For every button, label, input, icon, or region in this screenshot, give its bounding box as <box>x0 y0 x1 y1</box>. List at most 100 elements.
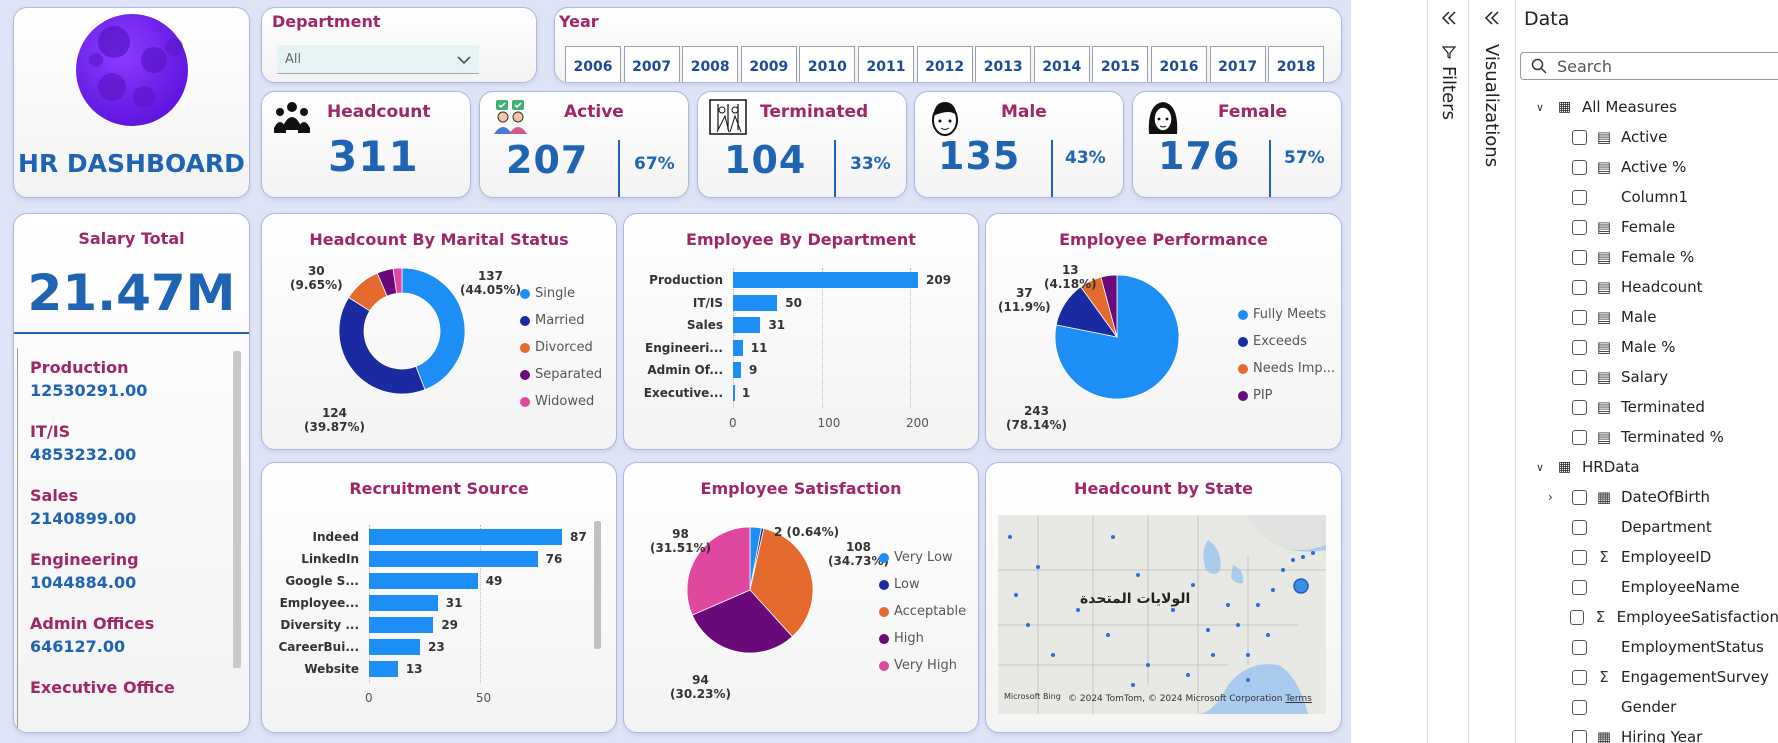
filters-label[interactable]: Filters <box>1438 66 1459 120</box>
recruitment-bar[interactable] <box>369 661 398 677</box>
visualizations-label[interactable]: Visualizations <box>1481 44 1502 168</box>
collapse-visualizations-icon[interactable] <box>1483 10 1501 26</box>
marital-legend-item[interactable]: Married <box>520 313 585 328</box>
recruitment-bar[interactable] <box>369 595 438 611</box>
marital-legend-item[interactable]: Separated <box>520 367 602 382</box>
satisfaction-legend-item[interactable]: Very Low <box>879 550 953 565</box>
table-header-hrdata[interactable]: ∨ ▦ HRData <box>1516 452 1778 482</box>
field-item[interactable]: EmployeeName <box>1516 572 1778 602</box>
year-button-2017[interactable]: 2017 <box>1209 46 1266 82</box>
field-item[interactable]: ▤ Salary <box>1516 362 1778 392</box>
performance-legend-item[interactable]: Needs Imp... <box>1238 361 1335 376</box>
chevron-down-icon[interactable]: ∨ <box>1536 460 1545 474</box>
field-item[interactable]: Column1 <box>1516 182 1778 212</box>
year-button-2016[interactable]: 2016 <box>1151 46 1207 82</box>
field-checkbox[interactable] <box>1572 369 1587 385</box>
field-item[interactable]: ▤ Active % <box>1516 152 1778 182</box>
field-item[interactable]: ▤ Female <box>1516 212 1778 242</box>
recruitment-bar[interactable] <box>369 551 538 567</box>
field-item[interactable]: ▤ Male <box>1516 302 1778 332</box>
salary-scrollbar[interactable] <box>233 351 241 668</box>
department-bar[interactable] <box>733 339 743 356</box>
year-button-2015[interactable]: 2015 <box>1092 46 1149 82</box>
map-terms-link[interactable]: Terms <box>1285 694 1312 704</box>
field-checkbox[interactable] <box>1572 669 1587 685</box>
field-item[interactable]: ▤ Terminated <box>1516 392 1778 422</box>
performance-pie-chart[interactable] <box>986 214 1342 450</box>
year-button-2009[interactable]: 2009 <box>740 46 797 82</box>
field-checkbox[interactable] <box>1572 639 1587 655</box>
field-checkbox[interactable] <box>1570 609 1585 625</box>
field-item[interactable]: Σ EngagementSurvey <box>1516 662 1778 692</box>
field-checkbox[interactable] <box>1572 249 1587 265</box>
department-dropdown[interactable]: All <box>277 45 479 74</box>
field-item[interactable]: ▤ Headcount <box>1516 272 1778 302</box>
collapse-filters-icon[interactable] <box>1440 10 1458 26</box>
department-bar[interactable] <box>733 294 778 311</box>
field-item[interactable]: › ▦ DateOfBirth <box>1516 482 1778 512</box>
field-checkbox[interactable] <box>1572 489 1587 505</box>
field-item[interactable]: ▤ Active <box>1516 122 1778 152</box>
year-button-2014[interactable]: 2014 <box>1033 46 1090 82</box>
field-checkbox[interactable] <box>1572 549 1587 565</box>
field-item[interactable]: ▤ Female % <box>1516 242 1778 272</box>
field-item[interactable]: ▤ Male % <box>1516 332 1778 362</box>
field-checkbox[interactable] <box>1572 189 1587 205</box>
year-button-2013[interactable]: 2013 <box>975 46 1032 82</box>
chevron-down-icon[interactable]: ∨ <box>1536 100 1545 114</box>
year-button-2007[interactable]: 2007 <box>623 46 680 82</box>
recruitment-scrollbar[interactable] <box>594 521 601 649</box>
recruitment-bar[interactable] <box>369 639 421 655</box>
performance-legend-item[interactable]: PIP <box>1238 388 1273 403</box>
field-checkbox[interactable] <box>1572 159 1587 175</box>
marital-slice-married[interactable] <box>338 296 426 395</box>
recruitment-bar[interactable] <box>369 617 434 633</box>
satisfaction-legend-item[interactable]: Very High <box>879 658 957 673</box>
data-search-box[interactable]: Search <box>1520 52 1778 80</box>
satisfaction-legend-item[interactable]: High <box>879 631 924 646</box>
marital-legend-item[interactable]: Widowed <box>520 394 594 409</box>
performance-legend-item[interactable]: Fully Meets <box>1238 307 1326 322</box>
satisfaction-slice-acceptable[interactable] <box>749 528 814 638</box>
marital-legend-item[interactable]: Divorced <box>520 340 593 355</box>
year-button-2006[interactable]: 2006 <box>565 46 621 82</box>
year-button-2010[interactable]: 2010 <box>799 46 856 82</box>
performance-legend-item[interactable]: Exceeds <box>1238 334 1307 349</box>
satisfaction-legend-item[interactable]: Acceptable <box>879 604 966 619</box>
satisfaction-slice-very-high[interactable] <box>686 526 751 616</box>
field-item[interactable]: Σ EmployeeID <box>1516 542 1778 572</box>
marital-slice-single[interactable] <box>401 267 466 391</box>
field-item[interactable]: ▤ Terminated % <box>1516 422 1778 452</box>
performance-slice-pip[interactable] <box>1100 274 1118 338</box>
recruitment-bar[interactable] <box>369 529 562 545</box>
chevron-right-icon[interactable]: › <box>1548 490 1553 504</box>
satisfaction-slice-high[interactable] <box>691 589 793 654</box>
field-item[interactable]: Σ EmployeeSatisfaction <box>1516 602 1778 632</box>
field-checkbox[interactable] <box>1572 129 1587 145</box>
field-checkbox[interactable] <box>1572 429 1587 445</box>
field-checkbox[interactable] <box>1572 219 1587 235</box>
marital-legend-item[interactable]: Single <box>520 286 575 301</box>
table-header-all-measures[interactable]: ∨ ▦ All Measures <box>1516 92 1778 122</box>
year-button-2012[interactable]: 2012 <box>916 46 973 82</box>
satisfaction-legend-item[interactable]: Low <box>879 577 920 592</box>
field-checkbox[interactable] <box>1572 519 1587 535</box>
field-checkbox[interactable] <box>1572 729 1587 743</box>
field-item[interactable]: Department <box>1516 512 1778 542</box>
state-map[interactable]: الولايات المتحدة Microsoft Bing © 2024 T… <box>998 515 1326 714</box>
department-bar[interactable] <box>733 362 741 379</box>
field-checkbox[interactable] <box>1572 279 1587 295</box>
department-bar[interactable] <box>733 385 735 401</box>
field-checkbox[interactable] <box>1572 699 1587 715</box>
field-checkbox[interactable] <box>1572 309 1587 325</box>
marital-slice-widowed[interactable] <box>392 267 403 294</box>
department-bar[interactable] <box>733 272 918 288</box>
satisfaction-pie-chart[interactable] <box>624 463 979 733</box>
department-bar[interactable] <box>733 317 761 334</box>
field-checkbox[interactable] <box>1572 579 1587 595</box>
marital-donut-chart[interactable] <box>262 214 617 450</box>
field-item[interactable]: ▦ Hiring Year <box>1516 722 1778 743</box>
field-item[interactable]: EmploymentStatus <box>1516 632 1778 662</box>
year-button-2008[interactable]: 2008 <box>682 46 739 82</box>
field-checkbox[interactable] <box>1572 339 1587 355</box>
